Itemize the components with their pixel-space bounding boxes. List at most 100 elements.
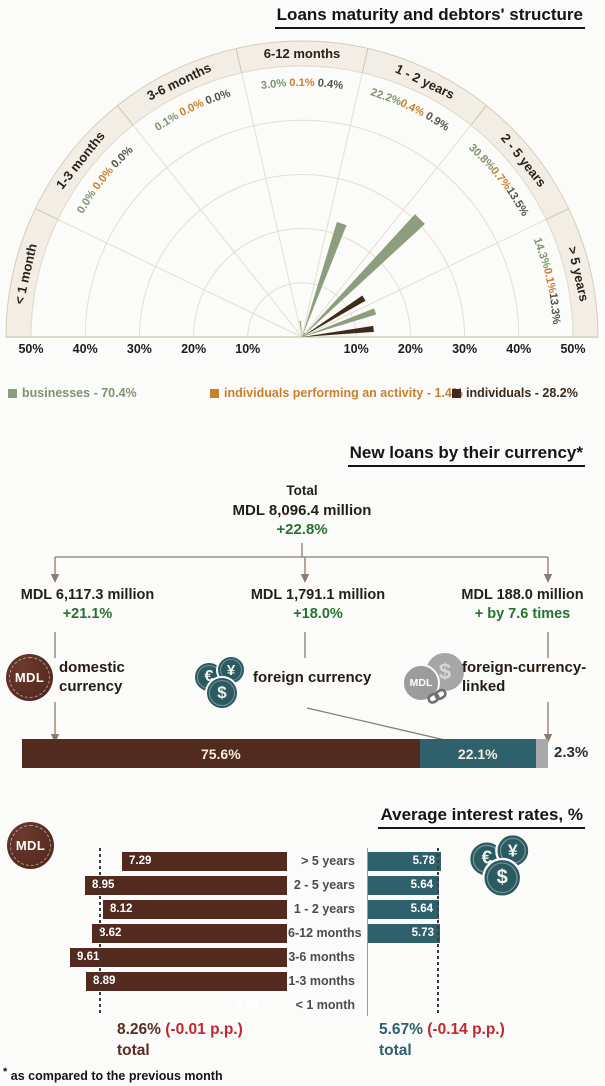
svg-text:30%: 30% [452,342,477,356]
foreign-currency-coins-icon: € ¥ $ [468,833,534,898]
svg-text:13.3%: 13.3% [547,292,562,325]
svg-text:20%: 20% [181,342,206,356]
domestic-share-segment: 75.6% [22,739,420,768]
loans-maturity-title: Loans maturity and debtors' structure [274,5,585,29]
svg-text:13.5%: 13.5% [504,185,531,218]
svg-text:40%: 40% [506,342,531,356]
svg-text:40%: 40% [73,342,98,356]
maturity-label: 1-3 months [288,974,355,988]
footnote: * as compared to the previous month [3,1066,223,1083]
currency-tree-connectors [50,543,553,753]
mdl-rate-value: 7.29 [129,855,152,867]
mdl-rate-bar: 8.62 [92,924,287,943]
branch-change: +21.1% [62,606,113,622]
foreign-rate-value: 5.64 [410,879,433,891]
foreign-rate-value: 5.64 [410,903,433,915]
maturity-label: 6-12 months [288,926,362,940]
maturity-label: < 1 month [295,998,355,1012]
foreign-total-change: (-0.14 p.p.) [427,1021,505,1038]
mdl-coin-label: MDL [15,838,46,853]
svg-text:10%: 10% [344,342,369,356]
linked-share-segment [535,739,548,768]
legend-label: businesses - 70.4% [22,386,137,400]
dollar-coin-icon: $ [205,676,239,710]
mdl-total: 8.26% (-0.01 p.p.) total [117,1021,243,1060]
total-change: +22.8% [276,521,328,538]
svg-text:50%: 50% [560,342,585,356]
mdl-rate-bar: 8.95 [85,876,287,895]
mdl-total-caption: total [117,1042,150,1059]
svg-text:10%: 10% [235,342,260,356]
mdl-coin-icon: MDL [7,822,54,869]
fan-wedge [302,334,306,337]
svg-text:0.9%: 0.9% [423,110,451,134]
legend-item-individuals-activity: individuals performing an activity - 1.4… [210,386,463,400]
svg-text:0.0%: 0.0% [178,97,206,119]
mdl-rate-value: 8.62 [99,927,122,939]
mdl-rate-value: 8.89 [93,975,116,987]
maturity-label: 1 - 2 years [293,902,355,916]
legend-item-individuals: individuals - 28.2% [452,386,578,400]
svg-text:30%: 30% [127,342,152,356]
businesses-swatch-icon [8,388,17,398]
foreign-rate-value: 5.73 [411,927,434,939]
foreign-total-dotted-line [437,848,439,1016]
mdl-rate-bar: 8.89 [86,972,287,991]
legend-label: individuals performing an activity - 1.4… [224,386,463,400]
domestic-currency-label: domestic currency [59,659,125,695]
mdl-rate-value: 9.61 [77,951,100,963]
fan-wedge [302,221,347,337]
mdl-total-value: 8.26% [117,1021,161,1038]
svg-text:0.1%: 0.1% [541,267,558,295]
mdl-coin-label: MDL [14,670,45,685]
chain-link-icon [427,688,447,704]
svg-text:14.3%: 14.3% [531,236,553,270]
fan-wedges [299,214,425,337]
gray-mdl-coin-icon: MDL [402,664,440,702]
maturity-label: 3-6 months [288,950,355,964]
foreign-share-segment: 22.1% [419,739,536,768]
maturity-label: 2 - 5 years [293,878,355,892]
loans-maturity-fan-chart: 0.0% 0.1% 3.0% 22.2% 30.8% 14.3% 0.0% 0.0% 0.1% 0… [0,36,605,366]
mdl-total-change: (-0.01 p.p.) [165,1021,243,1038]
segment-label: 75.6% [200,745,241,762]
mdl-rate-value: 8.95 [92,879,115,891]
svg-text:0.4%: 0.4% [317,77,344,92]
total-label: Total [286,483,318,498]
mdl-rate-value: 8.12 [110,903,133,915]
foreign-currency-linked-label: foreign-currency-linked [462,659,587,695]
mdl-rate-bar: 7.29 [122,852,287,871]
svg-text:0.1%: 0.1% [289,77,315,89]
foreign-currency-coins-icon: € ¥ $ [193,655,249,710]
linked-share-label: 2.3% [554,744,589,761]
foreign-rate-bar: 5.73 [368,924,440,943]
svg-text:3.0%: 3.0% [260,77,287,92]
foreign-currency-label: foreign currency [253,669,372,686]
fan-chart-legend: businesses - 70.4% individuals performin… [0,386,605,402]
svg-text:22.2%: 22.2% [369,86,403,108]
fan-wedge [302,335,303,337]
fan-wedge [302,295,366,337]
fan-wedge [302,332,305,337]
foreign-rate-bar: 5.64 [368,900,439,919]
foreign-rate-bar: 5.78 [368,852,441,871]
fan-wedge [302,325,374,337]
footnote-text: as compared to the previous month [10,1069,223,1084]
svg-text:0.0%: 0.0% [91,165,116,192]
branch-change: +18.0% [293,606,343,622]
total-block: Total MDL 8,096.4 million +22.8% [202,483,402,538]
branch-change: + by 7.6 times [474,606,571,622]
legend-label: individuals - 28.2% [466,386,578,400]
foreign-rate-value: 5.78 [412,855,435,867]
total-amount: MDL 8,096.4 million [232,502,372,519]
mdl-total-dotted-line [99,848,101,1016]
footnote-asterisk: * [3,1066,8,1078]
mdl-rate-bar: 9.61 [70,948,287,967]
svg-text:50%: 50% [18,342,43,356]
foreign-total-value: 5.67% [379,1021,423,1038]
svg-text:0.0%: 0.0% [204,87,232,107]
branch-foreign: MDL 1,791.1 million +18.0% [230,587,406,622]
individuals-activity-swatch-icon [210,388,219,398]
currency-share-stacked-bar: 75.6% 22.1% [22,739,548,768]
